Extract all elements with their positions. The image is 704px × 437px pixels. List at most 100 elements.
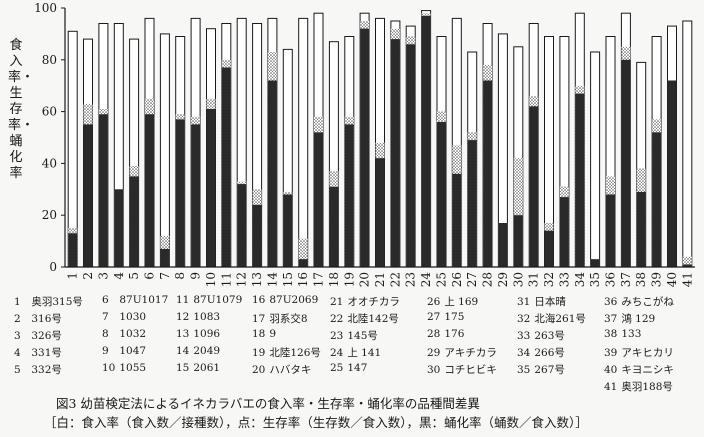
pupation-rate-bar [68,233,78,267]
legend-item-name: 1030 [116,311,147,323]
legend-item-name: 326号 [28,330,62,342]
x-tick-label: 2 [81,272,95,280]
legend-item: 20 ハバタキ [252,362,311,377]
legend-item: 30 コチヒビキ [427,362,497,377]
x-tick-label: 39 [650,272,664,287]
axes-group: 1 2 3 4 5 6 7 8 9 10 11 12 13 14 15 16 17 18 19 20 21 22 23 24 2… [34,1,695,287]
legend-item-number: 6 [102,294,109,306]
legend-item-number: 3 [14,330,21,342]
x-tick-label: 22 [388,272,402,287]
x-tick-label: 37 [619,272,633,287]
legend-item-name: 2049 [190,345,221,357]
pupation-rate-bar [375,158,385,267]
legend-item: 26 上 169 [427,294,478,309]
pupation-rate-bar [590,259,600,267]
y-tick-label: 40 [42,156,57,170]
legend-item-name: 1055 [116,362,147,374]
legend-item-name: 1047 [116,345,147,357]
x-tick-label: 8 [173,272,187,280]
legend-item-number: 13 [176,328,190,340]
x-tick-label: 40 [665,272,679,287]
legend-item-name: 87U2069 [266,294,319,306]
legend-item-number: 9 [102,345,109,357]
legend-item-number: 27 [427,311,441,323]
pupation-rate-bar [636,191,646,267]
pupation-rate-bar [544,230,554,267]
legend-item-number: 26 [427,296,441,308]
legend-item-number: 25 [330,362,344,374]
legend-item-number: 15 [176,362,190,374]
legend-item-name: 北海261号 [531,313,586,325]
legend-item-name: 上 169 [441,296,479,308]
legend-item-number: 41 [604,381,618,393]
pupation-rate-bar [237,184,247,267]
x-tick-label: 12 [235,272,249,287]
ingestion-rate-bar [298,17,309,268]
legend-item-name: 北陸126号 [266,347,321,359]
legend-item-number: 39 [604,347,618,359]
figure-caption: 図3 幼苗検定法によるイネカラバエの食入率・生存率・蛹化率の品種間差異 [56,396,480,411]
survival-rate-bar [682,256,692,267]
legend-item-number: 35 [517,364,531,376]
y-tick-label: 100 [34,1,57,15]
legend-item-name: 鴻 129 [618,313,656,325]
legend-item-name: オオチカラ [344,296,400,308]
legend-item: 1 奥羽315号 [14,294,83,309]
x-tick-label: 21 [373,272,387,287]
legend-item-number: 38 [604,328,618,340]
legend-item: 4 331号 [14,345,62,360]
legend-item-name: アキチカラ [441,347,497,359]
legend-item: 27 175 [427,311,464,323]
legend-item-number: 33 [517,330,531,342]
x-tick-label: 1 [66,272,80,280]
pupation-rate-bar [344,124,354,267]
legend-item-number: 18 [252,328,266,340]
pupation-rate-bar [621,59,631,267]
x-tick-label: 18 [327,272,341,287]
ingestion-rate-bar [682,20,693,268]
x-tick-label: 10 [204,272,218,287]
legend-item: 12 1083 [176,311,220,323]
legend-item: 16 87U2069 [252,294,318,306]
legend-item: 6 87U1017 [102,294,168,306]
x-tick-label: 28 [481,272,495,287]
pupation-rate-bar [575,93,585,267]
x-tick-label: 26 [450,272,464,287]
pupation-rate-bar [191,124,201,267]
legend-item-name: 北陸142号 [344,313,399,325]
legend-item: 18 9 [252,328,276,340]
legend-item: 11 87U1079 [176,294,242,306]
legend-item-number: 31 [517,296,531,308]
legend-item-number: 14 [176,345,190,357]
pupation-rate-bar [483,80,493,267]
legend-item-number: 23 [330,330,344,342]
x-tick-label: 27 [465,272,479,287]
legend-item-number: 28 [427,328,441,340]
legend-item-number: 24 [330,347,344,359]
legend-item-name: 263号 [531,330,565,342]
x-tick-label: 38 [634,272,648,287]
pupation-rate-bar [390,39,400,267]
legend-item-name: みちこがね [618,296,674,308]
legend-item-number: 1 [14,296,21,308]
pupation-rate-bar [267,80,277,267]
legend-item-number: 4 [14,347,21,359]
pupation-rate-bar [421,15,431,267]
bars-group [67,10,693,268]
legend-item-name: コチヒビキ [441,364,497,376]
legend-item-number: 12 [176,311,190,323]
legend-item: 37 鴻 129 [604,311,655,326]
figure-caption-legend: ［白：食入率（食入数／接種数），点：生存率（生存数／食入数），黒：蛹化率（蛹数／… [44,415,588,430]
legend-item-name: 175 [441,311,465,323]
legend-item: 3 326号 [14,328,62,343]
legend-item-name: 316号 [28,313,62,325]
legend-item: 14 2049 [176,345,220,357]
pupation-rate-bar [606,194,615,267]
x-tick-label: 6 [143,272,157,280]
legend-item-number: 30 [427,364,441,376]
pupation-rate-bar [145,114,154,267]
x-tick-label: 13 [250,272,264,287]
legend-item-name: 奥羽315号 [28,296,83,308]
legend-item-name: 87U1017 [116,294,169,306]
legend-item: 5 332号 [14,362,62,377]
